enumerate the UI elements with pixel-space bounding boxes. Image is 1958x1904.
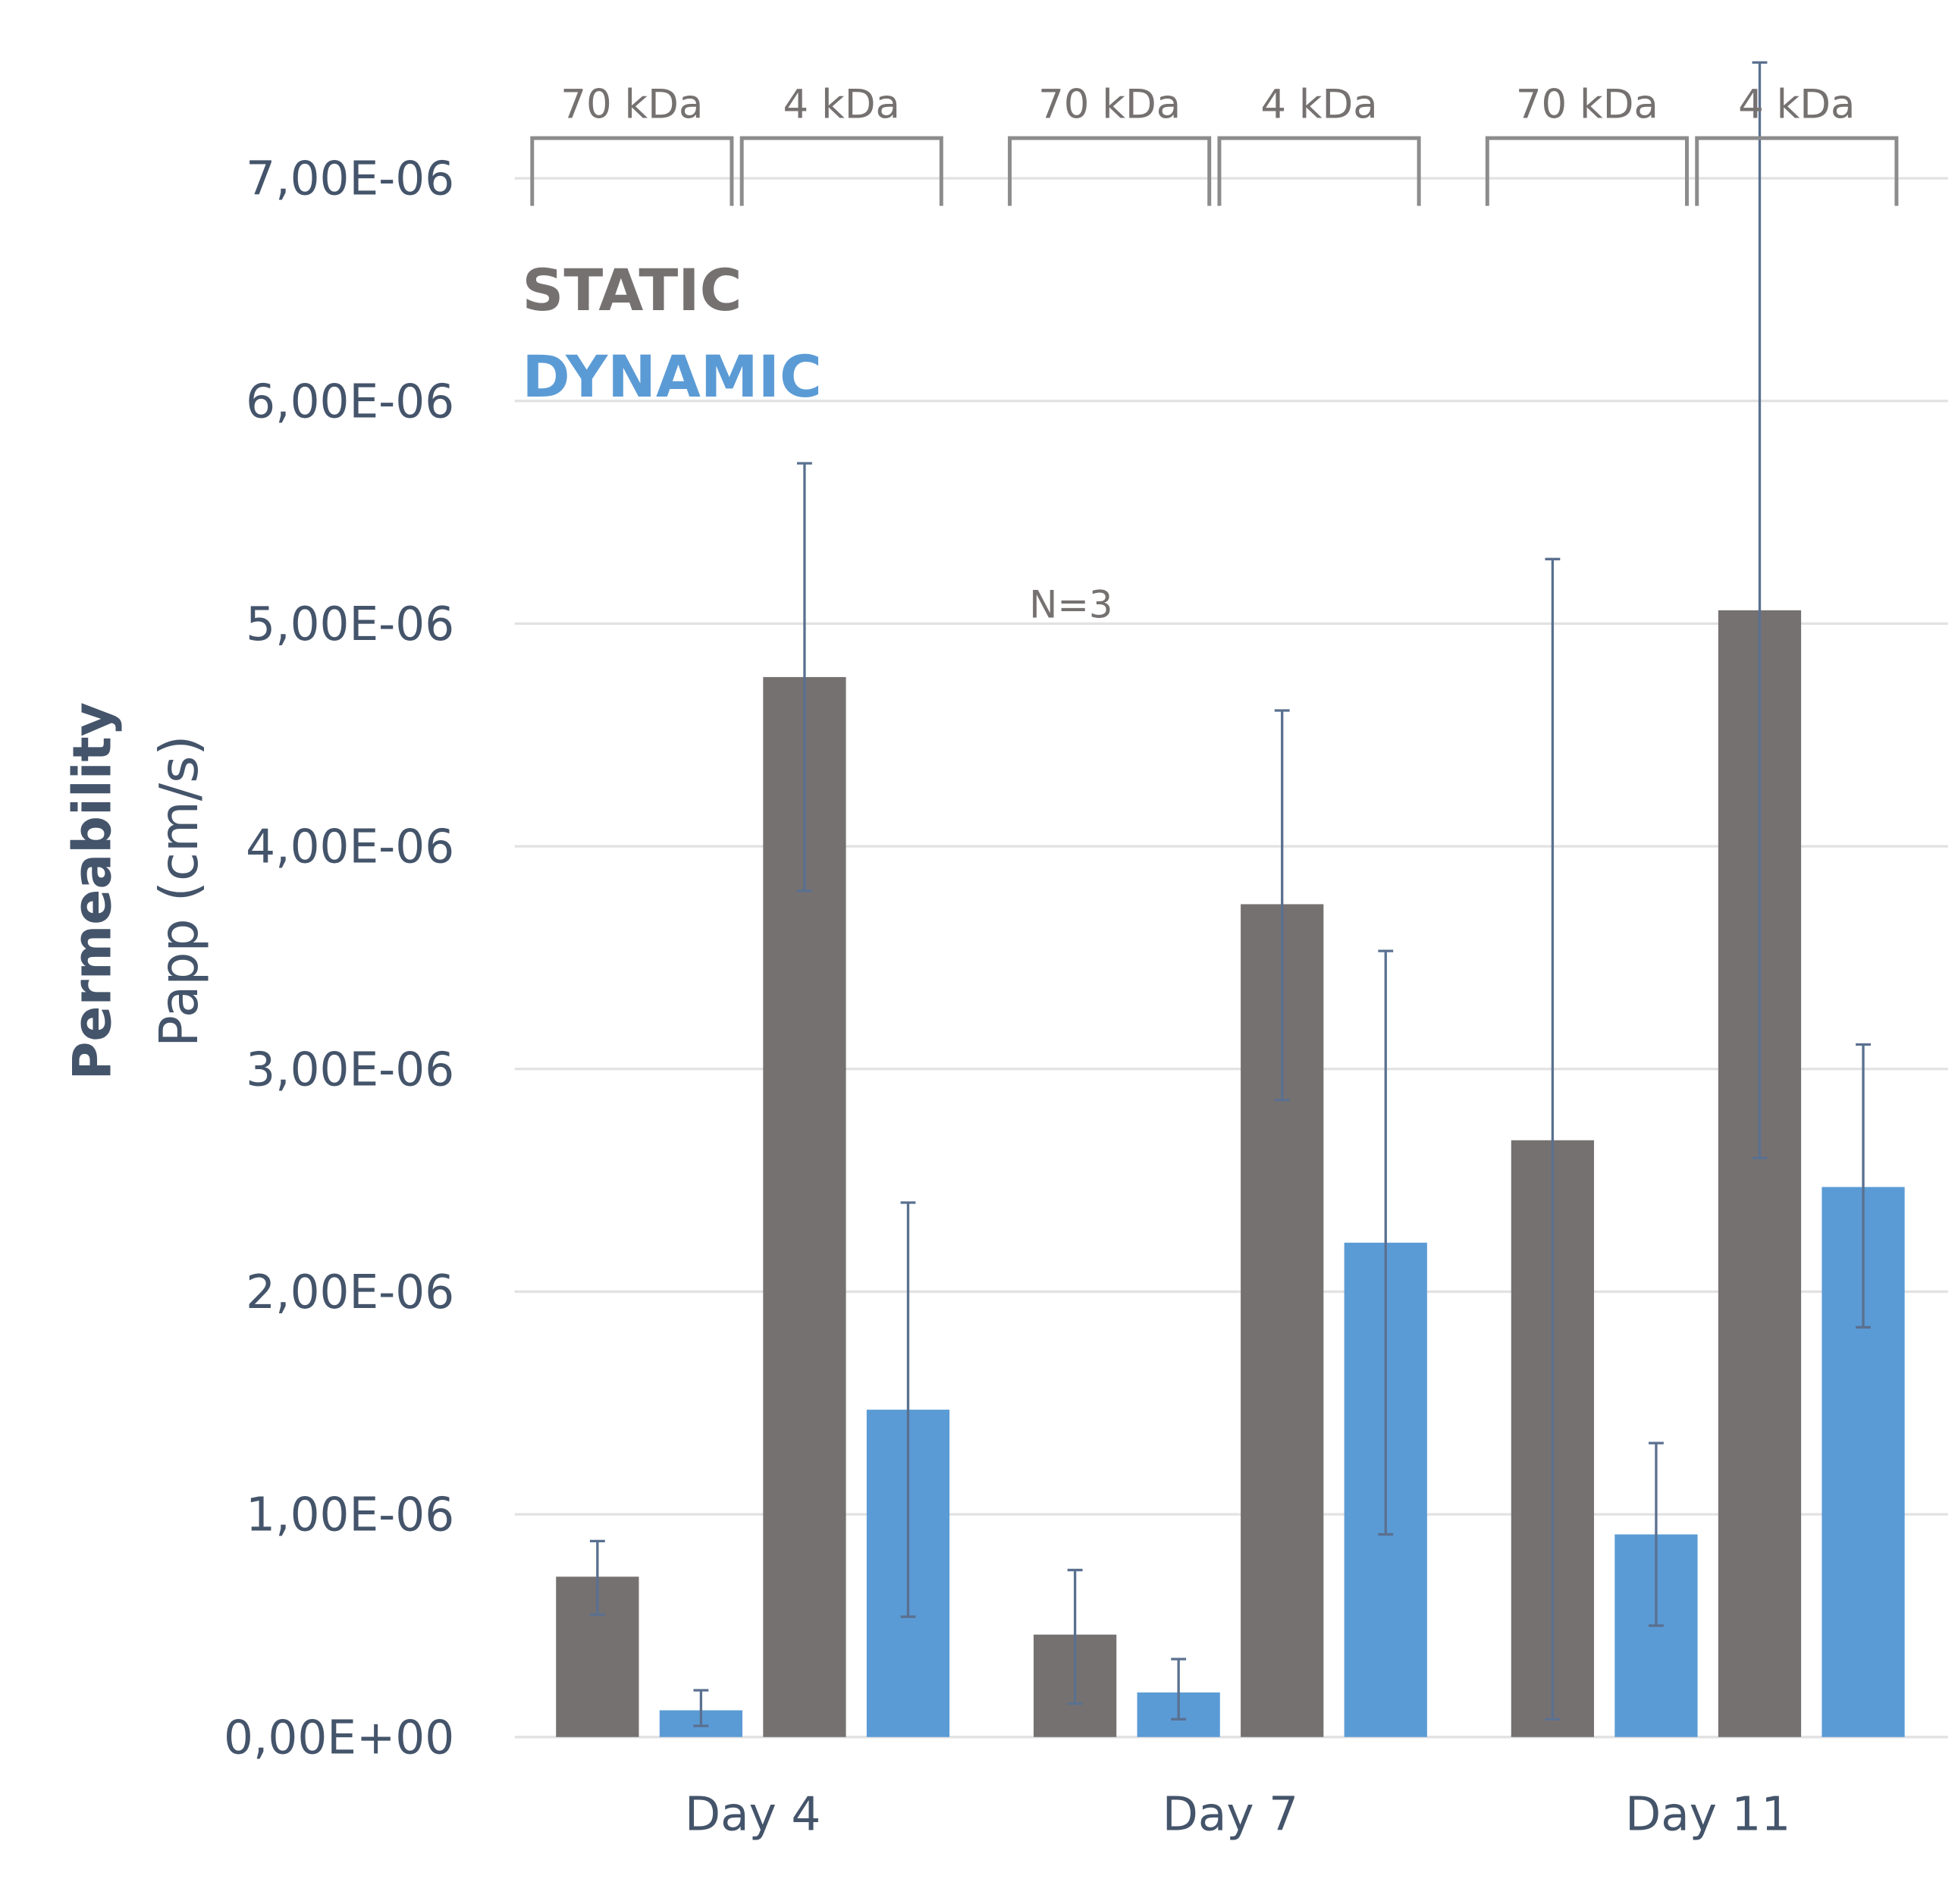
subgroup-bracket (1217, 136, 1421, 206)
subgroup-bracket (1695, 136, 1899, 206)
y-tick-label: 0,00E+00 (224, 1711, 454, 1764)
y-tick-label: 5,00E-06 (246, 598, 454, 651)
subgroup-label: 70 kDa (560, 82, 703, 128)
gridlines (514, 177, 1948, 1739)
y-tick-label: 4,00E-06 (246, 820, 454, 874)
y-axis-title: Permeability (62, 702, 124, 1081)
error-bars (589, 61, 1871, 1727)
subgroup-bracket (739, 136, 943, 206)
x-axis-categories: Day 4 Day 7 Day 11 (685, 1787, 1790, 1841)
y-tick-label: 2,00E-06 (246, 1266, 454, 1319)
y-tick-label: 6,00E-06 (246, 375, 454, 428)
legend-static: STATIC (522, 256, 742, 324)
subgroup-label: 4 kDa (1738, 82, 1855, 128)
subgroup-label: 4 kDa (783, 82, 900, 128)
y-tick-label: 7,00E-06 (246, 152, 454, 206)
subgroup-brackets: 70 kDa 4 kDa 70 kDa 4 kDa 70 kDa 4 kDa (530, 82, 1899, 206)
legend-dynamic: DYNAMIC (522, 343, 822, 410)
subgroup-bracket (1485, 136, 1689, 206)
subgroup-label: 70 kDa (1516, 82, 1658, 128)
bars (556, 610, 1905, 1737)
sample-size-annotation: N=3 (1029, 582, 1112, 626)
subgroup-label: 4 kDa (1260, 82, 1377, 128)
x-category-label: Day 11 (1625, 1787, 1790, 1841)
y-tick-label: 1,00E-06 (246, 1488, 454, 1542)
y-axis-unit: Papp (cm/s) (149, 735, 210, 1046)
subgroup-bracket (530, 136, 734, 206)
x-category-label: Day 4 (685, 1787, 821, 1841)
subgroup-bracket (1008, 136, 1212, 206)
x-category-label: Day 7 (1163, 1787, 1298, 1841)
subgroup-label: 70 kDa (1038, 82, 1181, 128)
y-tick-label: 3,00E-06 (246, 1043, 454, 1096)
y-axis-ticks: 0,00E+00 1,00E-06 2,00E-06 3,00E-06 4,00E-06… (224, 152, 454, 1765)
